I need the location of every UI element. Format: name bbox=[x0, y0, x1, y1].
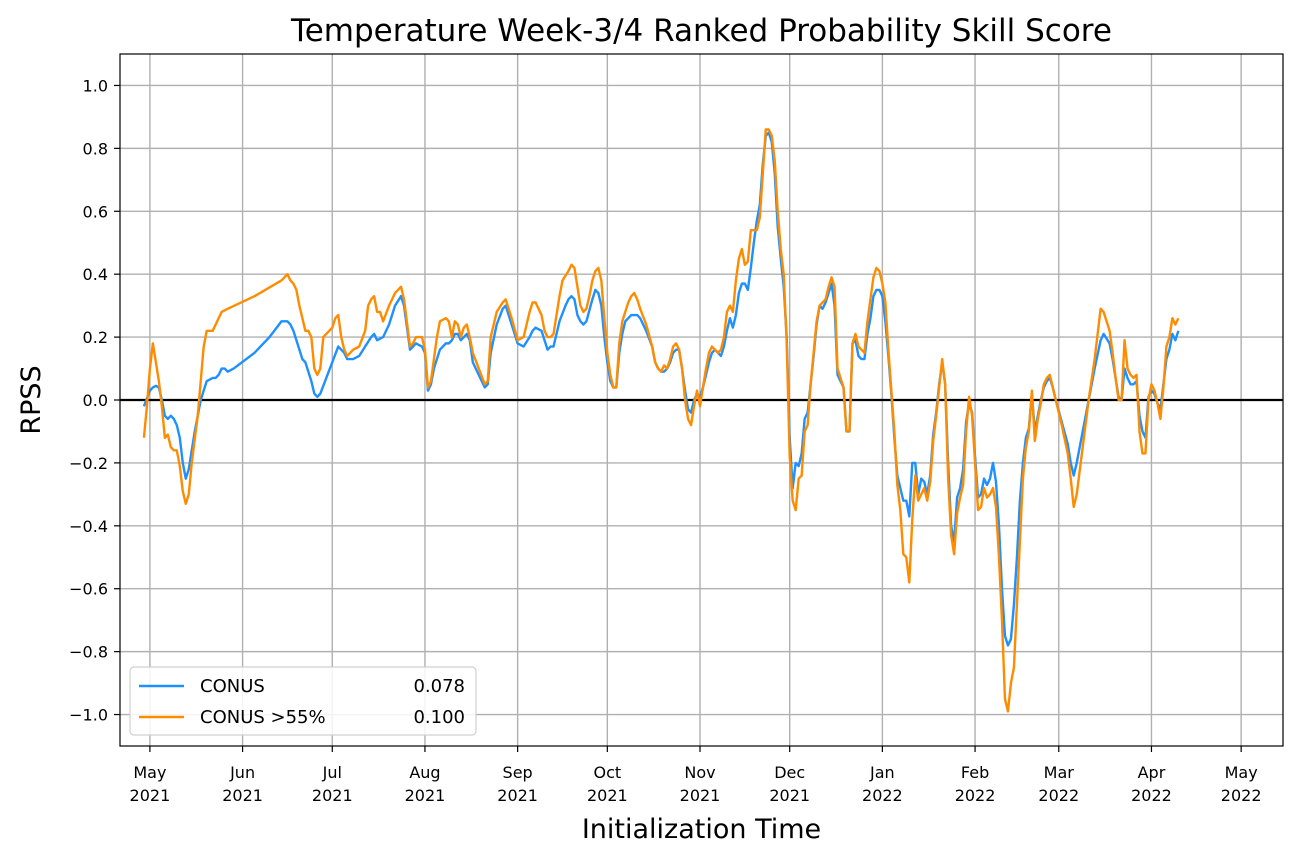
x-tick-label-year: 2021 bbox=[222, 786, 263, 805]
x-tick-label-month: Oct bbox=[593, 763, 621, 782]
x-tick-label-month: Feb bbox=[961, 763, 989, 782]
y-axis-title: RPSS bbox=[16, 365, 47, 434]
x-tick-label-year: 2022 bbox=[1221, 786, 1262, 805]
x-tick-label-year: 2021 bbox=[769, 786, 810, 805]
x-tick-label-year: 2021 bbox=[680, 786, 721, 805]
series-lines bbox=[142, 128, 1180, 713]
x-tick-label-month: Mar bbox=[1044, 763, 1075, 782]
legend-value: 0.100 bbox=[413, 707, 465, 728]
y-tick-label: −1.0 bbox=[69, 706, 108, 725]
x-tick-label-year: 2021 bbox=[405, 786, 446, 805]
x-tick-label-month: Dec bbox=[774, 763, 805, 782]
x-tick-label-month: Nov bbox=[684, 763, 715, 782]
x-tick-label-year: 2021 bbox=[587, 786, 628, 805]
x-tick-label-year: 2022 bbox=[1131, 786, 1172, 805]
legend-value: 0.078 bbox=[413, 676, 465, 697]
x-tick-label-month: Jul bbox=[322, 763, 342, 782]
y-tick-label: 0.2 bbox=[83, 328, 108, 347]
y-tick-label: 0.4 bbox=[83, 265, 108, 284]
y-tick-label: 1.0 bbox=[83, 76, 108, 95]
x-axis-title: Initialization Time bbox=[582, 814, 821, 845]
legend: CONUS 0.078 CONUS >55% 0.100 bbox=[129, 666, 477, 736]
legend-label: CONUS >55% bbox=[200, 707, 326, 728]
x-tick-label-month: May bbox=[1225, 763, 1258, 782]
x-tick-label-year: 2021 bbox=[312, 786, 353, 805]
y-tick-label: −0.6 bbox=[69, 580, 108, 599]
y-tick-label: −0.8 bbox=[69, 643, 108, 662]
x-tick-label-year: 2022 bbox=[955, 786, 996, 805]
y-tick-label: 0.0 bbox=[83, 391, 108, 410]
x-tick-label-year: 2022 bbox=[1038, 786, 1079, 805]
y-tick-label: −0.4 bbox=[69, 517, 108, 536]
x-tick-label-month: Sep bbox=[503, 763, 533, 782]
legend-box bbox=[129, 666, 477, 736]
y-tick-label: 0.6 bbox=[83, 202, 108, 221]
y-tick-label: 0.8 bbox=[83, 139, 108, 158]
x-tick-label-month: Apr bbox=[1138, 763, 1166, 782]
series-line-1 bbox=[142, 131, 1180, 647]
y-axis-ticks: 1.0 0.8 0.6 0.4 0.2 0.0 −0.2 −0.4 −0.6 −0.8 −1.0 bbox=[69, 76, 120, 725]
series-line-2 bbox=[142, 128, 1180, 713]
x-tick-label-month: May bbox=[133, 763, 166, 782]
x-axis-ticks: May 2021 Jun 2021 Jul 2021 Aug 2021 Sep 2021 Oct 20… bbox=[130, 746, 1262, 805]
x-tick-label-month: Aug bbox=[409, 763, 440, 782]
legend-label: CONUS bbox=[200, 676, 265, 697]
x-tick-label-year: 2021 bbox=[130, 786, 171, 805]
chart-title: Temperature Week-3/4 Ranked Probability … bbox=[290, 13, 1112, 49]
x-tick-label-year: 2021 bbox=[497, 786, 538, 805]
x-tick-label-month: Jan bbox=[869, 763, 895, 782]
y-tick-label: −0.2 bbox=[69, 454, 108, 473]
x-tick-label-year: 2022 bbox=[862, 786, 903, 805]
x-tick-label-month: Jun bbox=[229, 763, 255, 782]
